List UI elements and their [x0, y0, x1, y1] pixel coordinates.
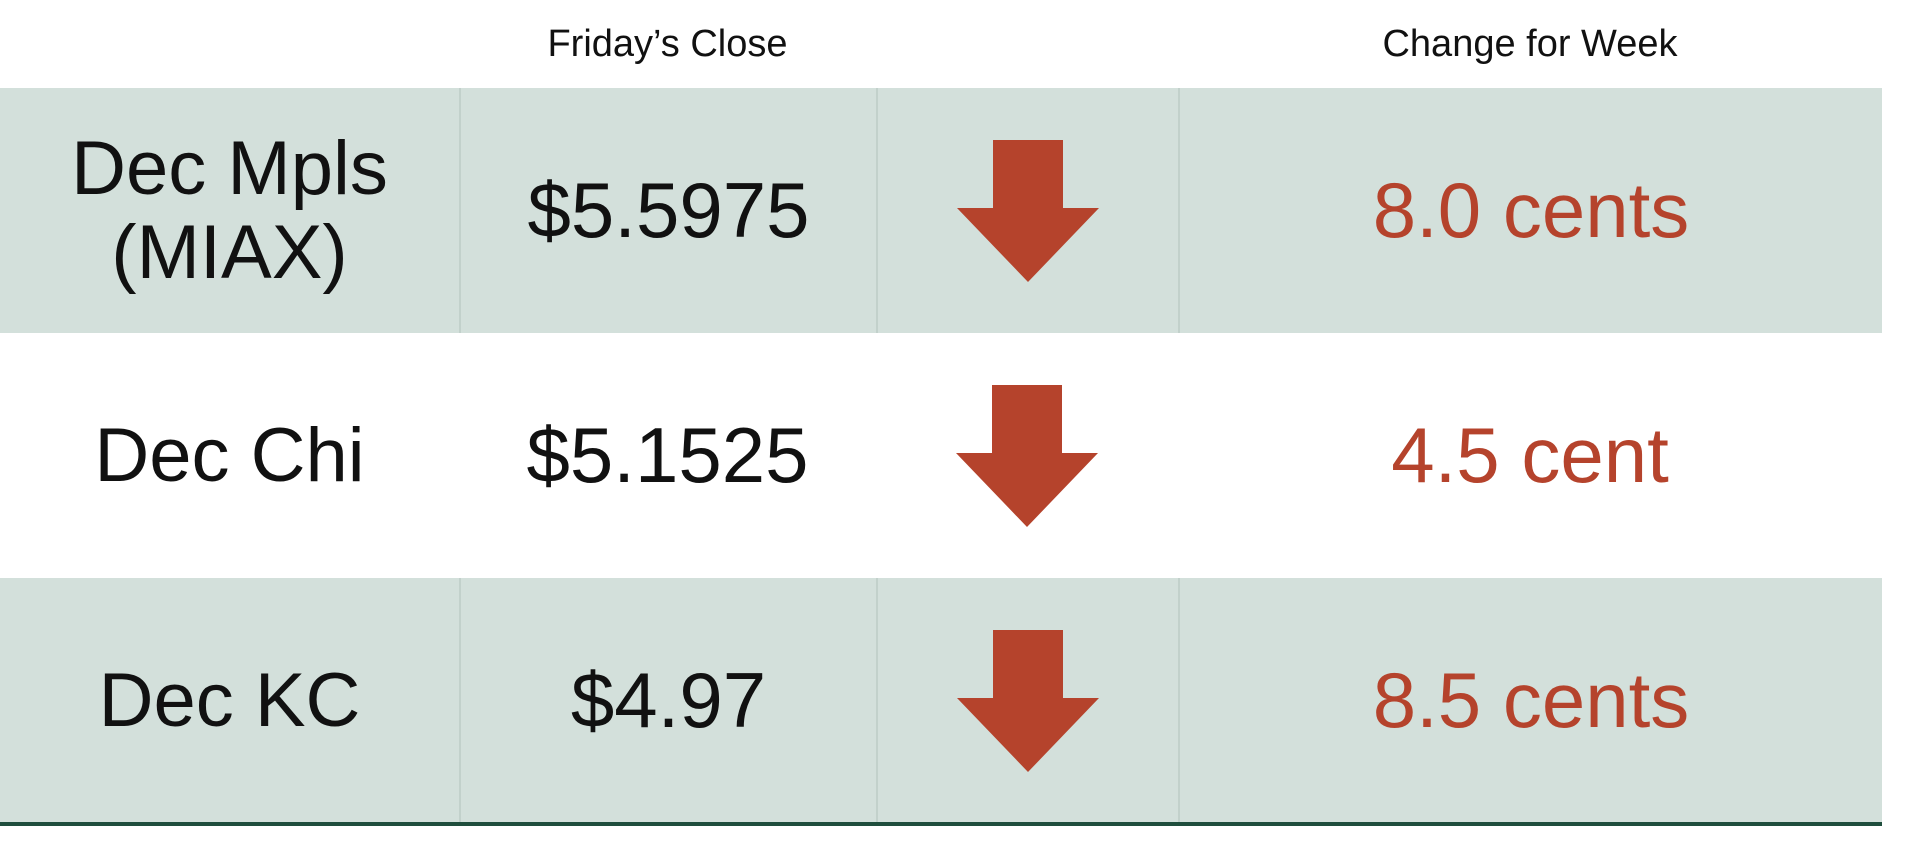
arrow-cell	[876, 578, 1178, 823]
close-price: $4.97	[459, 578, 876, 823]
weekly-change: 8.5 cents	[1178, 578, 1882, 823]
column-header: Change for Week	[1382, 22, 1678, 65]
table-row: Dec Mpls (MIAX) $5.5975 8.0 cents	[0, 88, 1882, 333]
table-row: Dec Chi $5.1525 4.5 cent	[0, 333, 1882, 578]
down-arrow	[957, 139, 1099, 282]
arrow-cell	[876, 88, 1178, 333]
close-price: $5.5975	[459, 88, 876, 333]
close-price: $5.1525	[526, 411, 809, 499]
weekly-change: 8.0 cents	[1178, 88, 1882, 333]
bottom-rule	[0, 822, 1882, 826]
arrow-cell	[876, 333, 1178, 578]
row-label: Dec Chi	[0, 333, 459, 578]
row-label: Dec Mpls (MIAX)	[0, 88, 459, 333]
table-row: Dec KC $4.97 8.5 cents	[0, 578, 1882, 823]
weekly-change: 4.5 cent	[1391, 411, 1669, 499]
down-arrow	[956, 384, 1098, 527]
down-arrow	[957, 629, 1099, 772]
label-line: (MIAX)	[111, 209, 348, 295]
label-line: Dec KC	[98, 657, 361, 743]
row-label: Dec KC	[0, 578, 459, 823]
column-header: Friday’s Close	[547, 22, 788, 65]
label-line: Dec Chi	[94, 412, 365, 498]
label-line: Dec Mpls	[71, 125, 388, 211]
